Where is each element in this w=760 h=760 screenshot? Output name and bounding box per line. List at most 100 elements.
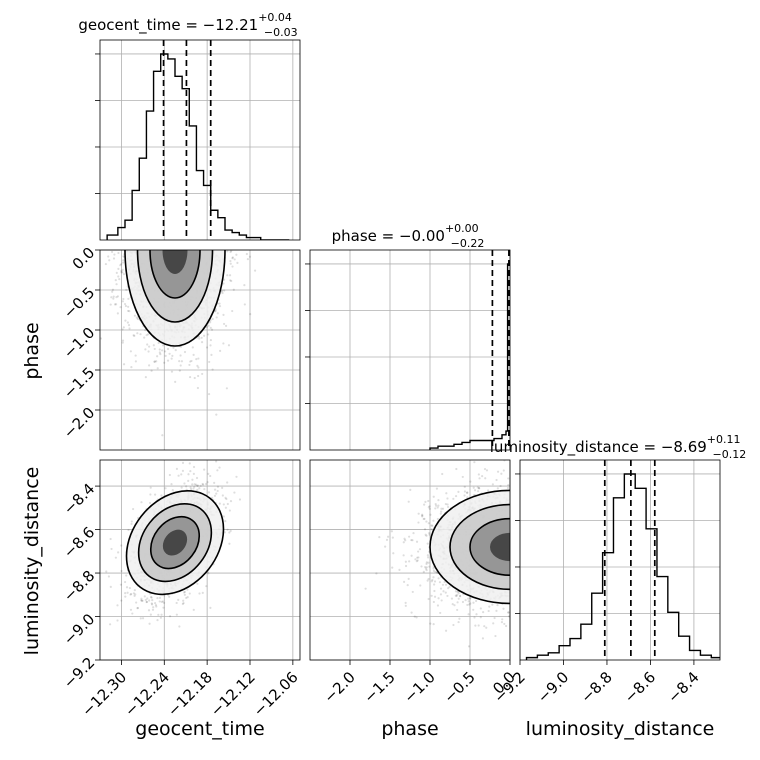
sample-point <box>133 588 136 592</box>
sample-point <box>425 566 428 569</box>
ytick-luminosity-distance-ticklabel-4: −8.4 <box>60 480 98 518</box>
sample-point <box>432 569 435 573</box>
sample-point <box>390 530 393 533</box>
sample-point <box>447 586 450 590</box>
sample-point <box>221 486 224 489</box>
sample-point <box>427 597 430 601</box>
sample-point <box>440 507 443 510</box>
sample-point <box>121 339 125 342</box>
sample-point <box>157 341 160 345</box>
sample-point <box>213 488 217 491</box>
sample-point <box>121 268 124 271</box>
sample-point <box>495 609 498 612</box>
sample-point <box>209 606 212 609</box>
sample-point <box>463 490 467 493</box>
sample-point <box>428 533 431 536</box>
sample-point <box>128 586 132 590</box>
sample-point <box>463 494 466 497</box>
sample-point <box>455 594 458 598</box>
title-luminosity-distance-median: −8.69 <box>661 438 707 456</box>
sample-point <box>479 607 482 610</box>
sample-point <box>502 469 505 472</box>
sample-point <box>196 484 199 488</box>
sample-point <box>144 329 147 332</box>
sample-point <box>421 514 424 517</box>
title-geocent-time-minus: −0.03 <box>264 26 298 39</box>
sample-point <box>215 460 218 463</box>
sample-point <box>119 583 123 586</box>
sample-point <box>213 494 217 497</box>
sample-point <box>475 599 478 603</box>
title-geocent-time-plus: +0.04 <box>258 11 292 24</box>
sample-point <box>221 291 224 295</box>
xtick-luminosity-distance-ticklabel-4: −8.4 <box>664 668 702 706</box>
sample-point <box>150 603 154 606</box>
sample-point <box>461 475 464 479</box>
sample-point <box>409 488 412 491</box>
sample-point <box>436 517 439 521</box>
sample-point <box>147 350 150 353</box>
xtick-geocent-time-ticklabel-3: −12.12 <box>207 668 259 720</box>
sample-point <box>427 577 430 581</box>
ytick-luminosity-distance-ticklabel-0: −9.2 <box>60 654 98 692</box>
sample-point <box>205 585 208 588</box>
sample-point <box>191 478 194 481</box>
sample-point <box>126 321 129 324</box>
hist-phase-step <box>429 263 510 450</box>
sample-point <box>404 560 407 563</box>
sample-point <box>423 528 427 531</box>
sample-point <box>168 615 172 618</box>
sample-point <box>454 494 458 498</box>
sample-point <box>422 517 425 521</box>
sample-point <box>129 593 132 596</box>
sample-point <box>483 467 487 471</box>
sample-point <box>228 531 231 534</box>
sample-point <box>144 376 147 379</box>
sample-point <box>415 616 418 619</box>
sample-point <box>205 326 208 329</box>
sample-point <box>456 601 459 604</box>
sample-point <box>133 314 137 317</box>
sample-point <box>428 565 431 568</box>
sample-point <box>178 625 181 628</box>
sample-point <box>159 616 163 619</box>
sample-point <box>216 312 219 315</box>
sample-point <box>207 392 211 396</box>
sample-point <box>439 611 442 615</box>
sample-point <box>437 504 440 507</box>
hist-geocent_time-bars <box>106 40 290 240</box>
sample-point <box>235 253 238 256</box>
sample-point <box>114 303 118 306</box>
sample-point <box>130 366 133 369</box>
hist-panel-geocent_time <box>95 39 301 241</box>
density-panel-geocent_time_vs_luminosity_distance <box>99 459 301 661</box>
sample-point <box>224 506 227 509</box>
sample-point <box>416 559 419 562</box>
sample-point <box>412 532 415 535</box>
sample-point <box>473 461 476 464</box>
sample-point <box>162 606 165 609</box>
sample-point <box>444 629 448 632</box>
sample-point <box>186 588 189 591</box>
ytick-luminosity-distance-ticklabel-3: −8.6 <box>60 523 98 561</box>
sample-point <box>472 608 475 611</box>
sample-point <box>110 547 113 551</box>
sample-point <box>149 486 152 489</box>
sample-point <box>209 344 212 347</box>
sample-point <box>431 524 434 527</box>
sample-point <box>398 568 401 571</box>
xtick-luminosity-distance-ticklabel-0: −9.2 <box>490 668 528 706</box>
sample-point <box>439 593 443 596</box>
sample-point <box>112 297 115 300</box>
sample-point <box>235 475 238 478</box>
sample-point <box>488 605 491 608</box>
sample-point <box>454 590 458 593</box>
sample-point <box>236 261 239 264</box>
sample-point <box>444 591 447 594</box>
sample-point <box>110 250 114 254</box>
ytick-phase-ticklabel-2: −1.0 <box>60 324 98 362</box>
sample-point <box>158 348 161 351</box>
sample-point <box>432 519 435 522</box>
sample-point <box>210 496 214 499</box>
